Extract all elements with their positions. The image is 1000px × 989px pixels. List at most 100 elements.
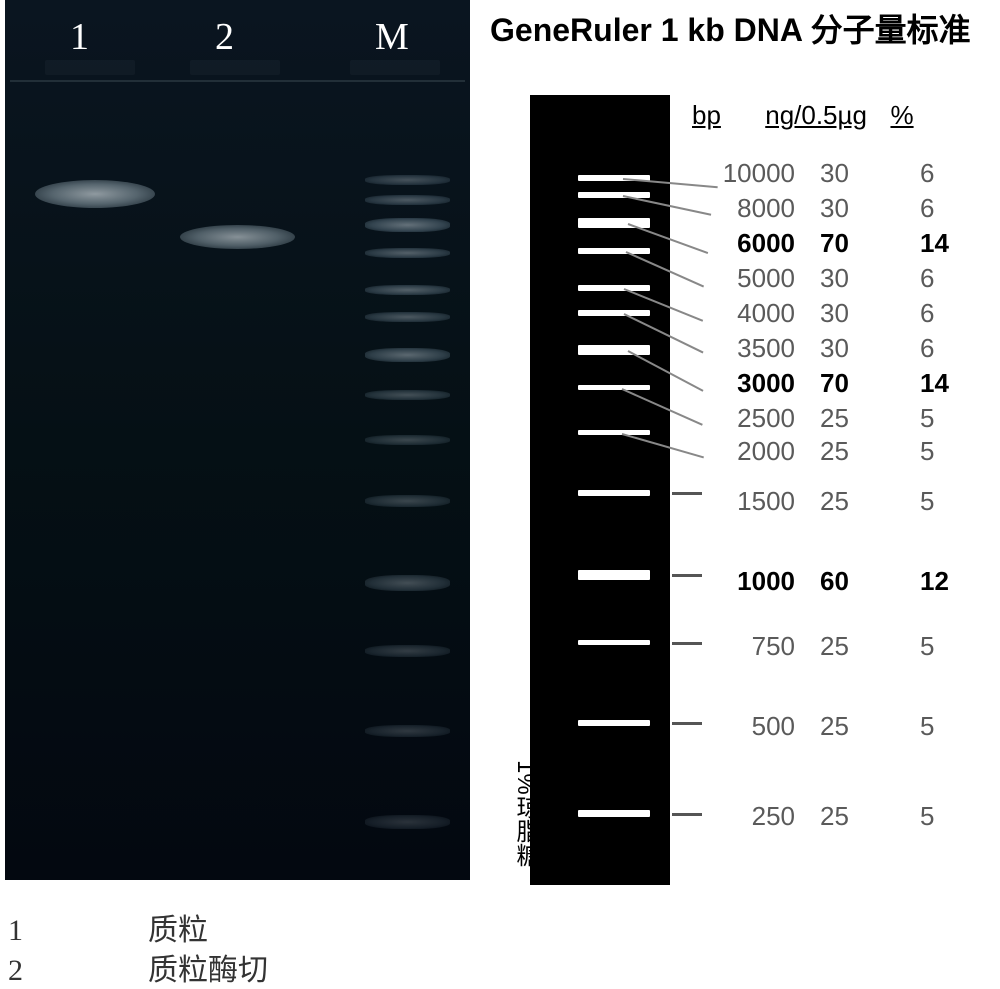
header-pct: % [890,100,920,131]
marker-band [365,218,450,232]
ladder-row-3500: 3500 30 6 [710,333,970,364]
ladder-row-6000: 6000 70 14 [710,228,970,259]
ng-value: 70 [820,228,880,259]
ref-band-5000 [578,248,650,254]
pct-value: 6 [920,263,970,294]
ref-band-3000 [578,345,650,355]
marker-band [365,195,450,205]
pct-value: 5 [920,436,970,467]
ref-band-2000 [578,430,650,435]
title-chinese: 分子量标准 [811,12,971,48]
header-bp: bp [692,100,740,131]
marker-band [365,435,450,445]
ng-value: 25 [820,436,880,467]
dash-750 [672,642,702,645]
ladder-row-3000: 3000 70 14 [710,368,970,399]
title-english: GeneRuler 1 kb DNA [490,12,802,48]
ladder-table-header: bp ng/0.5µg % [692,100,920,131]
ref-band-3500 [578,310,650,316]
bp-value: 6000 [710,228,795,259]
bp-value: 1000 [710,566,795,597]
ladder-row-250: 250 25 5 [710,801,970,832]
marker-band [365,495,450,507]
legend-text: 质粒酶切 [148,954,268,987]
ng-value: 30 [820,333,880,364]
bp-value: 750 [710,631,795,662]
bp-value: 3000 [710,368,795,399]
marker-band [365,815,450,829]
pct-value: 5 [920,711,970,742]
gel-image-left: 1 2 M [5,0,470,880]
ng-value: 25 [820,711,880,742]
ng-value: 30 [820,193,880,224]
ladder-row-1500: 1500255 [710,486,970,517]
ladder-row-1000: 1000 60 12 [710,566,970,597]
pct-value: 5 [920,801,970,832]
dash-1000 [672,574,702,577]
bp-value: 250 [710,801,795,832]
marker-band [365,175,450,185]
ref-band-2500 [578,385,650,390]
ref-band-8000 [578,192,650,198]
pct-value: 14 [920,228,970,259]
dash-1500 [672,492,702,495]
gel-well [350,60,440,75]
figure-container: 12M GeneRuler 1 kb DNA 分子量标准 bp ng/0.5µg… [0,0,1000,890]
legend-text: 质粒 [148,914,208,947]
bp-value: 500 [710,711,795,742]
ref-band-1500 [578,490,650,496]
lane-label-M: M [375,15,409,59]
ng-value: 70 [820,368,880,399]
ladder-row-8000: 8000 30 6 [710,193,970,224]
ref-band-750 [578,640,650,645]
legend-number: 2 [8,954,148,988]
pct-value: 5 [920,403,970,434]
ng-value: 60 [820,566,880,597]
ng-value: 30 [820,158,880,189]
dash-250 [672,813,702,816]
ladder-row-4000: 4000306 [710,298,970,329]
well-baseline [10,80,465,82]
sample-band-lane-1 [35,180,155,208]
pct-value: 14 [920,368,970,399]
ng-value: 30 [820,298,880,329]
marker-band [365,725,450,737]
ladder-row-2500: 2500 25 5 [710,403,970,434]
ladder-title: GeneRuler 1 kb DNA 分子量标准 [490,5,971,51]
bp-value: 5000 [710,263,795,294]
bp-value: 2500 [710,403,795,434]
ladder-row-5000: 5000 30 6 [710,263,970,294]
pct-value: 12 [920,566,970,597]
marker-band [365,285,450,295]
header-ng: ng/0.5µg [765,100,875,131]
marker-band [365,390,450,400]
ng-value: 25 [820,486,880,517]
ref-band-4000 [578,285,650,291]
bp-value: 3500 [710,333,795,364]
pct-value: 6 [920,333,970,364]
ng-value: 25 [820,403,880,434]
sample-band-lane-2 [180,225,295,249]
pct-value: 6 [920,193,970,224]
legend-number: 1 [8,914,148,948]
ref-band-1000 [578,570,650,580]
lane-label-1: 1 [70,15,89,59]
lane-label-2: 2 [215,15,234,59]
legend-row-2: 2质粒酶切 [8,945,268,989]
pct-value: 6 [920,298,970,329]
ladder-row-2000: 2000255 [710,436,970,467]
ng-value: 30 [820,263,880,294]
ladder-row-10000: 10000306 [710,158,970,189]
marker-band [365,348,450,362]
agarose-label: 1%琼脂糖 [508,760,543,867]
pct-value: 5 [920,631,970,662]
gel-well [45,60,135,75]
gel-well [190,60,280,75]
ng-value: 25 [820,631,880,662]
bp-value: 8000 [710,193,795,224]
marker-band [365,248,450,258]
bp-value: 10000 [710,158,795,189]
ng-value: 25 [820,801,880,832]
ladder-reference-lane [530,95,670,885]
ref-band-250 [578,810,650,817]
